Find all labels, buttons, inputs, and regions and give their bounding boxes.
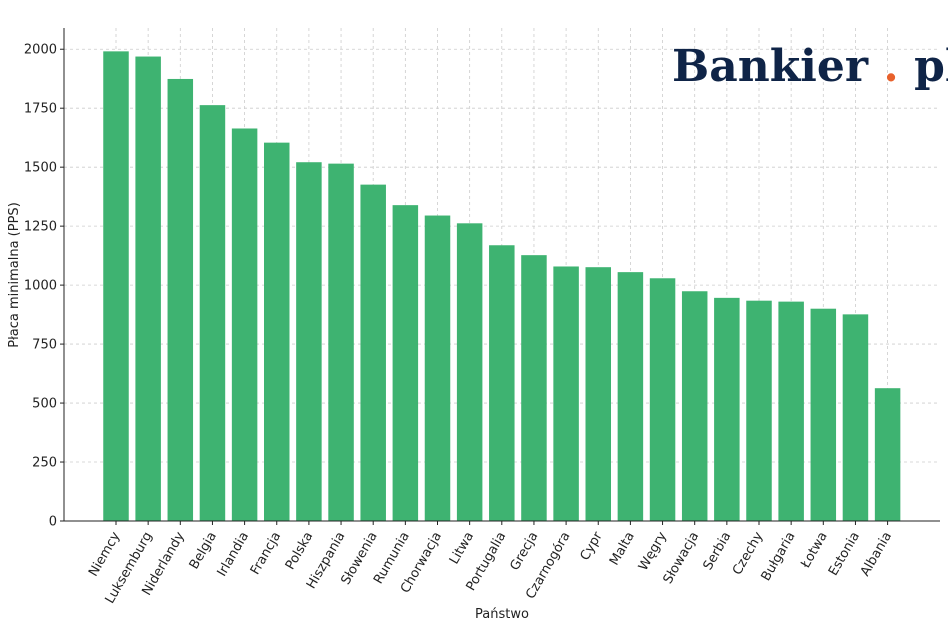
logo-name: Bankier <box>672 41 869 92</box>
y-tick-label: 2000 <box>24 43 57 58</box>
bar <box>746 300 772 521</box>
y-tick-label: 250 <box>32 456 57 471</box>
y-tick-label: 0 <box>49 515 57 530</box>
y-tick-labels: 0 250 500 750 1000 1250 1500 1750 2000 <box>24 43 64 530</box>
x-tick-labels: NiemcyLuksemburgNiderlandyBelgiaIrlandia… <box>86 521 895 606</box>
bar <box>681 291 708 521</box>
bar <box>874 388 901 521</box>
bar <box>456 223 483 521</box>
bar <box>392 205 419 521</box>
bar <box>199 105 226 521</box>
x-tick-label: Grecja <box>507 530 541 574</box>
bar <box>264 142 290 521</box>
y-tick-label: 1500 <box>24 161 57 176</box>
bar <box>521 255 547 521</box>
x-tick-label: Węgry <box>636 529 670 573</box>
y-tick-label: 750 <box>32 338 57 353</box>
bar <box>714 297 740 521</box>
bar <box>135 56 161 521</box>
x-tick-label: Malta <box>607 530 638 569</box>
x-tick-label: Cypr <box>578 529 607 563</box>
x-tick-label: Irlandia <box>215 530 252 580</box>
x-tick-label: Serbia <box>701 530 735 573</box>
logo-suffix: pl <box>914 41 948 92</box>
bar <box>617 272 644 521</box>
logo-dot: . <box>883 41 898 92</box>
bar <box>585 267 611 521</box>
x-tick-label: Belgia <box>187 530 220 572</box>
bar <box>649 278 676 521</box>
svg-text:Bankier . pl: Bankier . pl <box>672 41 948 92</box>
x-tick-label: Litwa <box>447 530 477 567</box>
bankier-logo: Bankier . pl <box>672 41 948 92</box>
bar <box>553 266 579 521</box>
bar <box>778 301 804 521</box>
bar <box>231 128 258 522</box>
y-tick-label: 1750 <box>24 102 57 117</box>
bar <box>328 163 354 521</box>
y-tick-label: 500 <box>32 397 57 412</box>
x-axis-label: Państwo <box>475 607 529 622</box>
y-axis-label: Płaca minimalna (PPS) <box>7 202 22 348</box>
x-tick-label: Albania <box>858 530 895 580</box>
bar <box>489 245 515 521</box>
y-tick-label: 1000 <box>24 279 57 294</box>
bars <box>103 51 901 522</box>
bar <box>424 215 451 522</box>
x-tick-label: Łotwa <box>798 530 831 572</box>
bar <box>842 314 869 521</box>
x-tick-label: Francja <box>248 530 284 578</box>
bar <box>810 308 837 521</box>
y-tick-label: 1250 <box>24 220 57 235</box>
bar <box>167 78 194 521</box>
x-tick-label: Polska <box>283 530 316 573</box>
bar <box>103 51 129 521</box>
bar <box>296 162 322 521</box>
bar <box>360 184 386 521</box>
